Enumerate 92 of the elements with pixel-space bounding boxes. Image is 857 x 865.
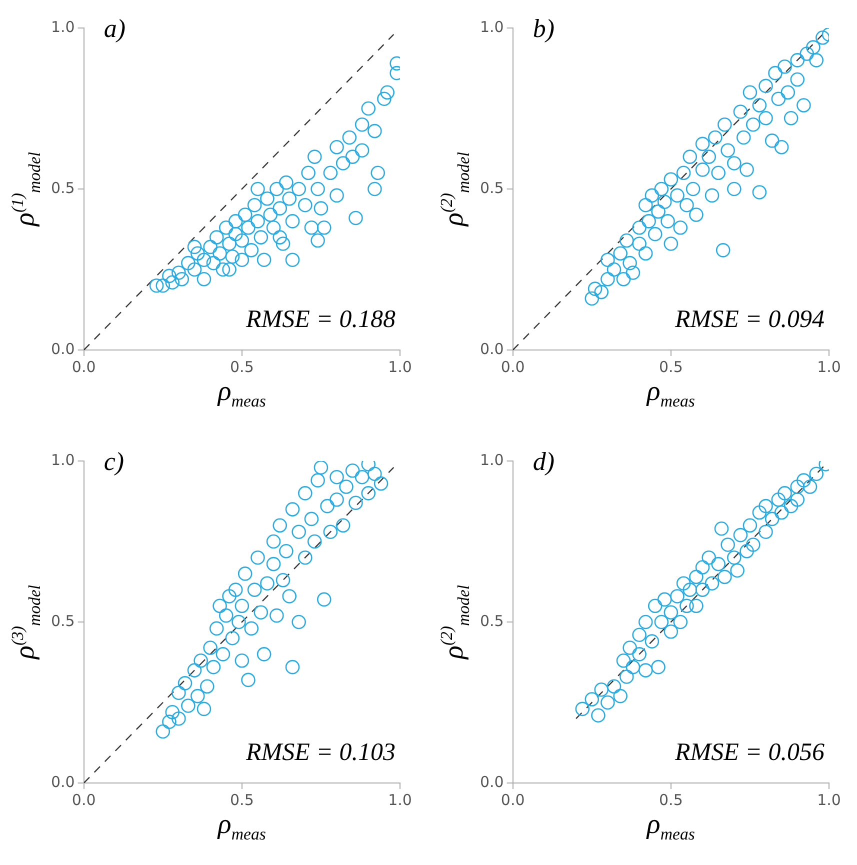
point: [695, 582, 710, 597]
point: [790, 480, 805, 494]
chart-title: d): [532, 447, 555, 477]
x-axis-title: ρ$_{meas}$: [218, 376, 266, 412]
x-tick-label: 1.0: [388, 790, 412, 809]
y-tick-label: 0.5: [50, 178, 75, 197]
point: [730, 563, 744, 578]
point: [714, 521, 729, 536]
point: [600, 695, 615, 710]
point: [733, 528, 748, 542]
point: [720, 538, 735, 552]
x-tick-label: 0.0: [500, 790, 525, 809]
point: [695, 560, 710, 574]
point: [648, 598, 662, 614]
x-tick-label: 1.0: [817, 790, 841, 809]
point: [796, 473, 811, 488]
point: [704, 576, 720, 591]
x-tick-label: 0.0: [72, 790, 96, 809]
y-tick-label: 0.5: [480, 612, 504, 630]
point: [758, 498, 773, 514]
chart-title: b): [532, 14, 555, 44]
point: [654, 614, 669, 630]
point: [632, 647, 646, 662]
point: [790, 492, 805, 507]
point: [620, 670, 634, 684]
annotation: RMSE = 0.188: [246, 306, 396, 334]
point: [746, 538, 760, 552]
point: [638, 614, 653, 630]
y-tick-label: 0.0: [50, 772, 75, 791]
point: [809, 466, 824, 482]
point: [673, 614, 688, 630]
chart-title: a): [104, 14, 126, 44]
point: [774, 505, 789, 520]
chart-title: c): [104, 447, 124, 477]
x-tick-label: 0.0: [500, 358, 525, 376]
point: [771, 492, 786, 507]
point: [613, 688, 628, 704]
point: [702, 550, 716, 565]
point: [626, 660, 640, 674]
point: [664, 624, 678, 639]
point: [676, 576, 691, 591]
point: [584, 692, 600, 706]
point: [651, 660, 666, 674]
annotation: RMSE = 0.094: [675, 306, 824, 334]
point: [784, 498, 798, 514]
point: [616, 653, 631, 668]
x-tick-label: 0.0: [72, 358, 96, 376]
point: [670, 589, 684, 604]
point: [680, 598, 694, 614]
point: [778, 486, 792, 500]
point: [594, 682, 609, 697]
x-tick-label: 1.0: [388, 358, 412, 376]
point: [644, 634, 660, 648]
point: [711, 556, 726, 572]
point: [638, 663, 653, 678]
x-axis-title: ρ$_{meas}$: [646, 376, 695, 412]
point: [802, 480, 818, 494]
y-tick-label: 1.0: [50, 18, 75, 36]
y-tick-label: 1.0: [480, 450, 504, 469]
point: [664, 605, 678, 620]
point: [718, 570, 732, 584]
point: [764, 512, 780, 526]
point: [689, 598, 704, 614]
y-tick-label: 0.0: [480, 340, 504, 358]
point: [727, 550, 742, 565]
point: [758, 524, 773, 539]
x-tick-label: 1.0: [817, 358, 841, 376]
annotation: RMSE = 0.103: [246, 739, 396, 767]
point: [606, 679, 622, 694]
point: [689, 570, 704, 584]
x-tick-label: 0.5: [230, 790, 254, 809]
point: [682, 582, 698, 597]
point: [752, 505, 767, 520]
y-tick-label: 0.0: [50, 340, 75, 358]
y-tick-label: 1.0: [480, 18, 504, 36]
y-tick-label: 1.0: [50, 450, 75, 469]
x-tick-label: 0.5: [659, 358, 683, 376]
x-axis-title: ρ$_{meas}$: [218, 809, 266, 845]
y-tick-label: 0.5: [480, 178, 504, 197]
y-tick-label: 0.5: [50, 612, 75, 630]
point: [575, 702, 590, 716]
x-axis-title: ρ$_{meas}$: [646, 809, 695, 845]
annotation: RMSE = 0.056: [675, 739, 824, 767]
point: [657, 592, 672, 607]
y-tick-label: 0.0: [480, 772, 504, 791]
x-tick-label: 0.5: [659, 790, 683, 809]
point: [742, 518, 758, 533]
point: [632, 628, 646, 642]
point: [740, 544, 754, 558]
point: [591, 708, 606, 723]
x-tick-label: 0.5: [230, 358, 254, 376]
point: [622, 640, 637, 655]
